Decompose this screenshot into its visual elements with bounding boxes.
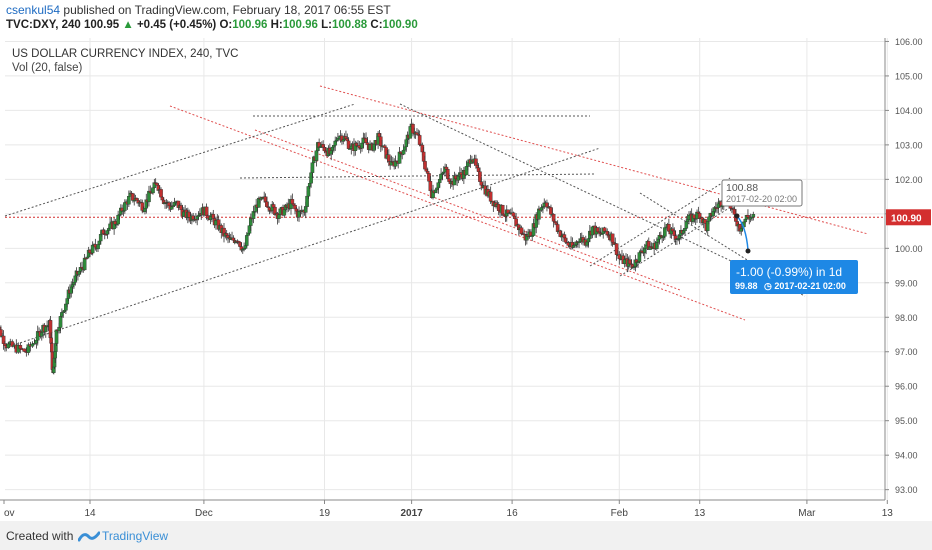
time-tick-label: ov bbox=[4, 508, 15, 519]
time-tick-label: Dec bbox=[195, 508, 213, 519]
projection-end-dot bbox=[745, 248, 751, 254]
candle-body bbox=[22, 348, 27, 352]
chart-header: csenkul54 published on TradingView.com, … bbox=[0, 0, 932, 38]
last-price: 100.95 bbox=[83, 19, 120, 31]
open-label: O: bbox=[219, 19, 233, 31]
price-tick-label: 103.00 bbox=[895, 140, 923, 150]
tradingview-link[interactable]: TradingView bbox=[102, 529, 169, 543]
candle-body bbox=[244, 235, 249, 246]
candle-body bbox=[10, 341, 15, 347]
candle-body bbox=[52, 366, 56, 373]
candle-body bbox=[684, 221, 689, 229]
candle-body bbox=[310, 162, 315, 173]
author-link[interactable]: csenkul54 bbox=[6, 3, 61, 17]
candle-body bbox=[511, 212, 516, 217]
projection-box bbox=[730, 260, 858, 294]
price-tick-label: 96.00 bbox=[895, 382, 918, 392]
candle-body bbox=[53, 351, 57, 359]
projection-target-date: ◷ 2017-02-21 02:00 bbox=[764, 281, 846, 291]
axes: 106.00105.00104.00103.00102.00101.00100.… bbox=[0, 38, 931, 519]
candle-body bbox=[48, 320, 53, 339]
price-tick-label: 100.00 bbox=[895, 244, 923, 254]
candle-body bbox=[6, 343, 11, 349]
trendline-black-rise1 bbox=[589, 177, 731, 267]
price-tick-label: 102.00 bbox=[895, 175, 923, 185]
projection-change: -1.00 (-0.99%) in 1d bbox=[736, 265, 842, 279]
candle-body bbox=[82, 257, 87, 271]
close-value: 100.90 bbox=[382, 19, 418, 31]
time-tick-label: 14 bbox=[84, 508, 96, 519]
candle-body bbox=[290, 199, 295, 205]
time-tick-label: Feb bbox=[611, 508, 629, 519]
time-tick-label: 16 bbox=[507, 508, 519, 519]
price-label-date: 2017-02-20 02:00 bbox=[726, 194, 797, 204]
trendline-black-lower bbox=[4, 147, 601, 349]
price-tick-label: 93.00 bbox=[895, 485, 918, 495]
candle-body bbox=[383, 145, 387, 148]
change-value: +0.45 (+0.45%) bbox=[136, 19, 217, 31]
time-tick-label: 13 bbox=[882, 508, 894, 519]
symbol-label[interactable]: TVC:DXY, 240 bbox=[6, 19, 81, 31]
candle-body bbox=[96, 244, 100, 250]
chart-title: US DOLLAR CURRENCY INDEX, 240, TVC bbox=[12, 48, 238, 60]
low-value: 100.88 bbox=[332, 19, 368, 31]
footer: Created with TradingView bbox=[0, 521, 932, 550]
price-tick-label: 95.00 bbox=[895, 416, 918, 426]
candle-body bbox=[423, 161, 427, 170]
candle-body bbox=[751, 214, 756, 218]
support-line bbox=[239, 173, 596, 179]
published-text: published on TradingView.com, February 1… bbox=[63, 3, 391, 17]
current-price-tag-label: 100.90 bbox=[891, 213, 922, 224]
candle-body bbox=[18, 345, 23, 349]
price-tick-label: 94.00 bbox=[895, 451, 918, 461]
candle-body bbox=[52, 357, 57, 368]
time-tick-label: 13 bbox=[694, 508, 706, 519]
candle-body bbox=[610, 233, 615, 243]
price-tick-label: 104.00 bbox=[895, 106, 923, 116]
high-label: H: bbox=[270, 19, 283, 31]
candle-body bbox=[58, 316, 63, 328]
candle-body bbox=[127, 196, 131, 205]
candle-body bbox=[417, 135, 422, 145]
publish-line: csenkul54 published on TradingView.com, … bbox=[6, 3, 391, 17]
candle-body bbox=[159, 189, 163, 198]
close-label: C: bbox=[370, 19, 383, 31]
current-price-tag bbox=[886, 209, 931, 226]
price-label-value: 100.88 bbox=[726, 182, 758, 194]
time-tick-label: 2017 bbox=[400, 508, 423, 519]
candle-body bbox=[30, 343, 35, 347]
low-label: L: bbox=[321, 19, 333, 31]
candle-body bbox=[500, 204, 505, 215]
time-tick-label: 19 bbox=[319, 508, 331, 519]
trendline-black-upper bbox=[4, 103, 356, 217]
projection-target: 99.88 bbox=[735, 281, 758, 291]
trendline-black-fall bbox=[639, 192, 761, 269]
open-value: 100.96 bbox=[232, 19, 268, 31]
triangle-up-icon: ▲ bbox=[122, 19, 134, 31]
candle-body bbox=[26, 344, 31, 353]
candles bbox=[0, 118, 756, 375]
candle-body bbox=[50, 343, 54, 353]
candle-body bbox=[49, 337, 53, 344]
price-label-box bbox=[721, 179, 803, 207]
high-value: 100.96 bbox=[282, 19, 318, 31]
price-tick-label: 98.00 bbox=[895, 313, 918, 323]
price-tick-label: 106.00 bbox=[895, 38, 923, 47]
price-tick-label: 99.00 bbox=[895, 278, 918, 288]
tradingview-logo-icon bbox=[78, 531, 100, 542]
price-tick-label: 105.00 bbox=[895, 71, 923, 81]
candle-body bbox=[488, 191, 493, 202]
candle-body bbox=[54, 343, 58, 352]
volume-indicator-label[interactable]: Vol (20, false) bbox=[12, 62, 82, 74]
ohlc-line: TVC:DXY, 240 100.95 ▲ +0.45 (+0.45%) O:1… bbox=[6, 19, 418, 31]
time-tick-label: Mar bbox=[798, 508, 816, 519]
candle-body bbox=[32, 343, 37, 345]
candle-body bbox=[401, 149, 406, 155]
created-with-text: Created with bbox=[6, 529, 74, 543]
projection-start-dot bbox=[734, 213, 740, 219]
price-tick-label: 97.00 bbox=[895, 347, 918, 357]
trendline-red-upper bbox=[319, 85, 869, 235]
